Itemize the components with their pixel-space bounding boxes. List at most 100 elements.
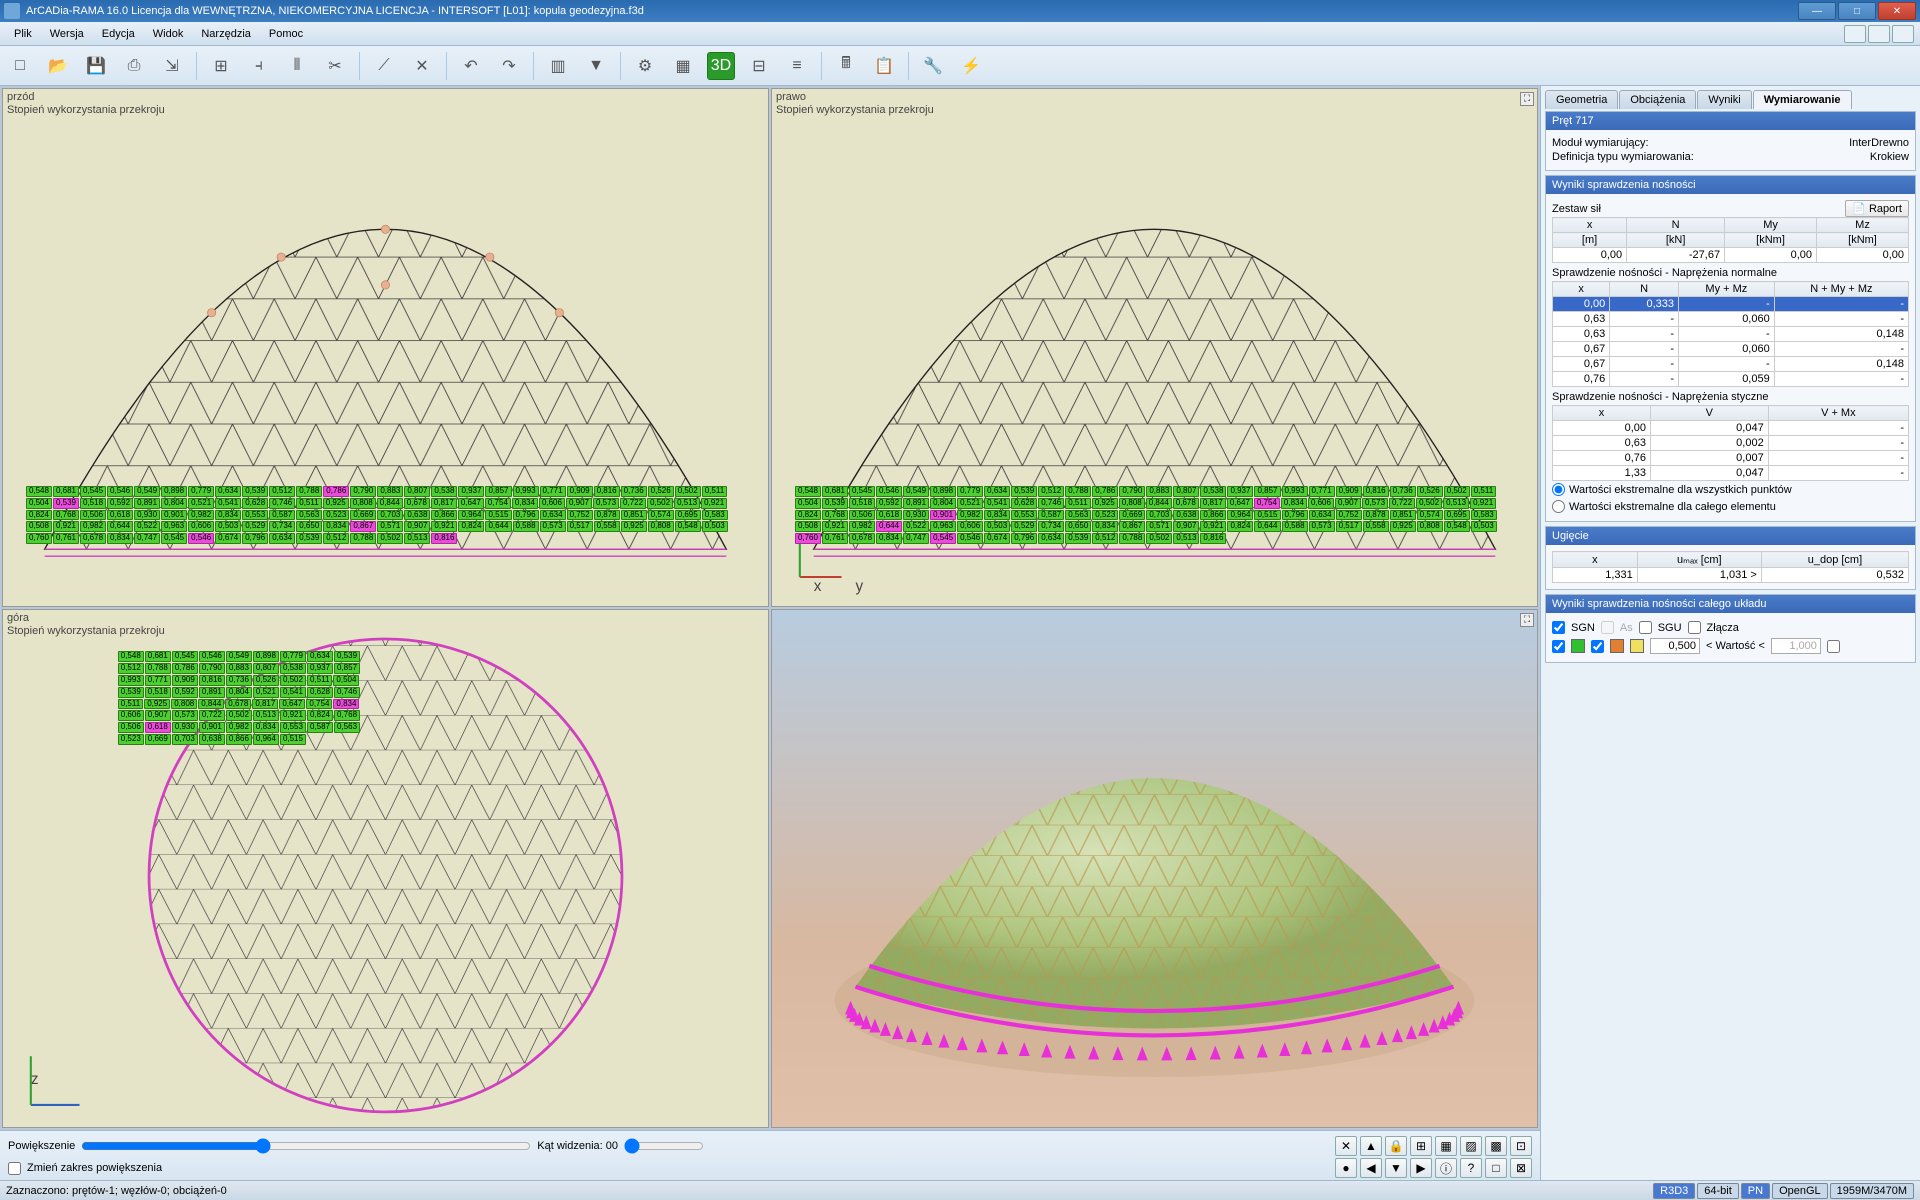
menu-widok[interactable]: Widok — [145, 26, 192, 42]
close-button[interactable]: ✕ — [1878, 2, 1916, 20]
open-icon[interactable]: 📂 — [44, 52, 72, 80]
check-icon[interactable]: ⚡ — [957, 52, 985, 80]
nav-view4-icon[interactable]: ⊡ — [1510, 1136, 1532, 1156]
filter-icon[interactable]: ▼ — [582, 52, 610, 80]
grid-icon[interactable]: ⊞ — [207, 52, 235, 80]
gear-icon[interactable]: ⚙ — [631, 52, 659, 80]
menu-edycja[interactable]: Edycja — [94, 26, 143, 42]
radio-whole-element[interactable] — [1552, 500, 1565, 513]
menu-narzedzia[interactable]: Narzędzia — [193, 26, 259, 42]
delete-icon[interactable]: ✕ — [408, 52, 436, 80]
menu-wersja[interactable]: Wersja — [42, 26, 92, 42]
nav-rec-icon[interactable]: ● — [1335, 1158, 1357, 1178]
nav-blank-icon[interactable]: □ — [1485, 1158, 1507, 1178]
utilization-label: 0,779 — [280, 651, 306, 662]
utilization-label: 0,573 — [593, 498, 619, 509]
utilization-label: 0,549 — [903, 486, 929, 497]
value-low-input[interactable] — [1650, 638, 1700, 654]
calc2-icon[interactable]: 🖩 — [832, 52, 860, 80]
help-icon[interactable] — [1844, 25, 1866, 43]
angle-slider[interactable] — [624, 1138, 704, 1154]
measure-icon[interactable]: ⟋ — [370, 52, 398, 80]
utilization-label: 0,634 — [540, 510, 566, 521]
check-sgn[interactable] — [1552, 621, 1565, 634]
utilization-label: 0,754 — [306, 699, 332, 710]
cut-icon[interactable]: ✂ — [321, 52, 349, 80]
utilization-label: 0,867 — [1119, 521, 1145, 532]
nav-view3-icon[interactable]: ▩ — [1485, 1136, 1507, 1156]
table-icon[interactable]: ▦ — [669, 52, 697, 80]
viewport-top[interactable]: góraStopień wykorzystania przekroju z 0,… — [2, 609, 769, 1128]
nav-view1-icon[interactable]: ▦ — [1435, 1136, 1457, 1156]
close-doc-icon[interactable] — [1892, 25, 1914, 43]
check-col2[interactable] — [1591, 640, 1604, 653]
nav-info-icon[interactable]: ⓘ — [1435, 1158, 1457, 1178]
wrench-icon[interactable]: 🔧 — [919, 52, 947, 80]
status-64bit: 64-bit — [1697, 1183, 1739, 1199]
utilization-label: 0,511 — [307, 675, 332, 686]
menu-plik[interactable]: Plik — [6, 26, 40, 42]
view3d-icon[interactable]: 3D — [707, 52, 735, 80]
window-icon[interactable] — [1868, 25, 1890, 43]
tab-obciazenia[interactable]: Obciążenia — [1619, 90, 1696, 109]
save-icon[interactable]: 💾 — [82, 52, 110, 80]
columns-icon[interactable]: ⦀ — [283, 52, 311, 80]
menu-pomoc[interactable]: Pomoc — [261, 26, 311, 42]
nav-next-icon[interactable]: ▶ — [1410, 1158, 1432, 1178]
nav-down-icon[interactable]: ▼ — [1385, 1158, 1407, 1178]
zoom-slider[interactable] — [81, 1138, 531, 1154]
utilization-label: 0,517 — [567, 521, 593, 532]
report-icon[interactable]: 📋 — [870, 52, 898, 80]
normal-stress-table[interactable]: xNMy + MzN + My + Mz 0,000,333--0,63-0,0… — [1552, 281, 1909, 387]
raport-button[interactable]: 📄 Raport — [1845, 200, 1909, 217]
redo-icon[interactable]: ↷ — [495, 52, 523, 80]
utilization-label: 0,606 — [1308, 498, 1334, 509]
utilization-label: 0,752 — [567, 510, 593, 521]
utilization-label: 0,650 — [296, 521, 322, 532]
nav-close-icon[interactable]: ⊠ — [1510, 1158, 1532, 1178]
utilization-label: 0,816 — [431, 533, 457, 544]
viewport-front[interactable]: przódStopień wykorzystania przekroju 0,5… — [2, 88, 769, 607]
check-sgu[interactable] — [1639, 621, 1652, 634]
utilization-label: 0,545 — [930, 533, 956, 544]
utilization-label: 0,541 — [984, 498, 1010, 509]
tab-wymiarowanie[interactable]: Wymiarowanie — [1753, 90, 1852, 109]
viewport-right[interactable]: prawoStopień wykorzystania przekroju ⛶ x… — [771, 88, 1538, 607]
nav-q-icon[interactable]: ? — [1460, 1158, 1482, 1178]
nav-grid-icon[interactable]: ⊞ — [1410, 1136, 1432, 1156]
maximize-button[interactable]: □ — [1838, 2, 1876, 20]
utilization-label: 0,925 — [1092, 498, 1118, 509]
zoom-range-checkbox[interactable] — [8, 1162, 21, 1175]
radio-all-points[interactable] — [1552, 483, 1565, 496]
saveas-icon[interactable]: ⎙ — [120, 52, 148, 80]
utilization-label: 0,669 — [350, 510, 376, 521]
menubar: Plik Wersja Edycja Widok Narzędzia Pomoc — [0, 22, 1920, 46]
undo-icon[interactable]: ↶ — [457, 52, 485, 80]
value-high-input[interactable] — [1771, 638, 1821, 654]
nav-lock-icon[interactable]: 🔒 — [1385, 1136, 1407, 1156]
tab-geometria[interactable]: Geometria — [1545, 90, 1618, 109]
settings2-icon[interactable]: ≡ — [783, 52, 811, 80]
chart-icon[interactable]: ⊟ — [745, 52, 773, 80]
utilization-label: 0,506 — [80, 510, 106, 521]
utilization-label: 0,634 — [307, 651, 333, 662]
minimize-button[interactable]: — — [1798, 2, 1836, 20]
utilization-label: 0,638 — [1173, 510, 1199, 521]
tree-icon[interactable]: ⫞ — [245, 52, 273, 80]
check-zlacza[interactable] — [1688, 621, 1701, 634]
new-icon[interactable]: □ — [6, 52, 34, 80]
calc-icon[interactable]: ▥ — [544, 52, 572, 80]
nav-x-icon[interactable]: ✕ — [1335, 1136, 1357, 1156]
export-icon[interactable]: ⇲ — [158, 52, 186, 80]
viewport-3d[interactable]: ⛶ — [771, 609, 1538, 1128]
utilization-label: 0,761 — [53, 533, 79, 544]
nav-up-icon[interactable]: ▲ — [1360, 1136, 1382, 1156]
nav-view2-icon[interactable]: ▨ — [1460, 1136, 1482, 1156]
nav-prev-icon[interactable]: ◀ — [1360, 1158, 1382, 1178]
utilization-label: 0,583 — [1471, 510, 1497, 521]
utilization-label: 0,522 — [134, 521, 160, 532]
check-col1[interactable] — [1552, 640, 1565, 653]
utilization-label: 0,925 — [621, 521, 647, 532]
tab-wyniki[interactable]: Wyniki — [1697, 90, 1751, 109]
check-col3[interactable] — [1827, 640, 1840, 653]
